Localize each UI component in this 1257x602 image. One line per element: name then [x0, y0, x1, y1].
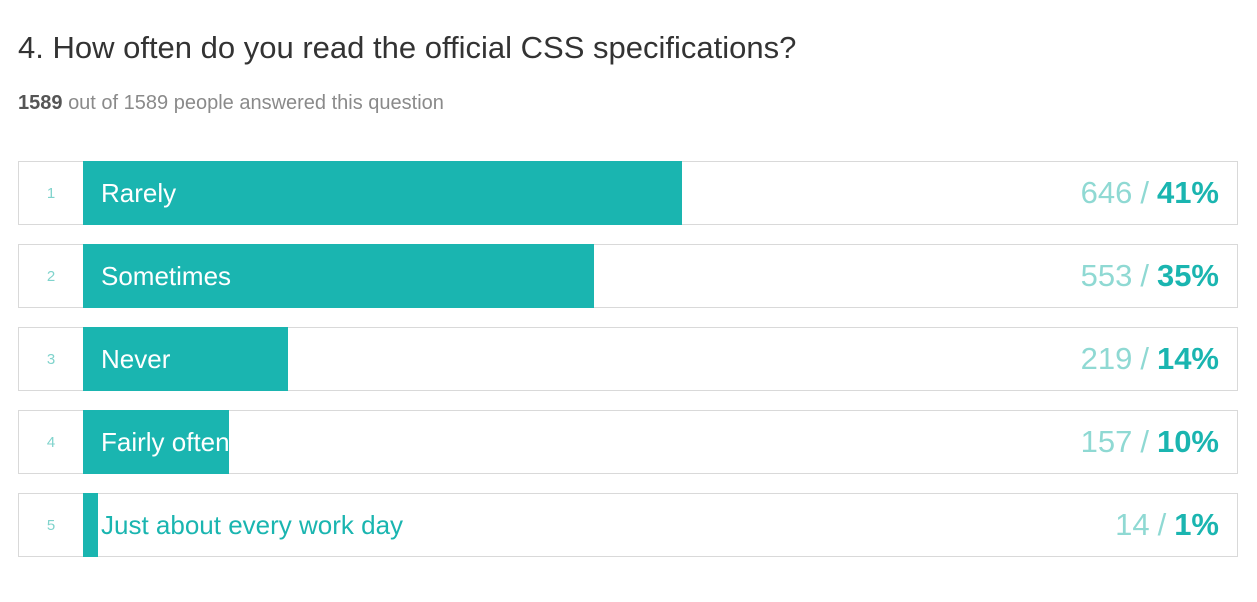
results-chart: 1 Rarely Rarely 646/41% 2 Sometimes Sometimes 5… — [18, 161, 1238, 576]
option-label-highlight: Rarely — [101, 162, 682, 224]
result-bar — [83, 493, 98, 557]
response-percent: 14% — [1156, 341, 1219, 376]
result-stats: 646/41% — [1081, 162, 1219, 224]
row-rank: 2 — [46, 267, 56, 285]
option-label-text-on-bar: Fairly often — [101, 426, 229, 457]
stats-separator: / — [1140, 258, 1149, 293]
stats-separator: / — [1157, 507, 1167, 542]
option-label-text-on-bar: Rarely — [101, 177, 177, 208]
response-percent: 35% — [1156, 258, 1219, 293]
result-stats: 14/1% — [1115, 494, 1219, 556]
bar-track: Fairly often Fairly often — [83, 411, 1237, 473]
option-label-text-on-bar: Sometimes — [101, 260, 232, 291]
bar-track: Sometimes Sometimes — [83, 245, 1237, 307]
result-bar — [83, 244, 594, 308]
result-bar — [83, 327, 288, 391]
option-label-highlight: Fairly often — [101, 411, 229, 473]
option-label-highlight: Sometimes — [101, 245, 594, 307]
answered-count: 1589 — [18, 92, 63, 114]
stats-separator: / — [1140, 424, 1149, 459]
option-label-highlight: Never — [101, 328, 288, 390]
response-count: 553 — [1080, 258, 1133, 293]
bar-track: Rarely Rarely — [83, 162, 1237, 224]
option-label-text: Sometimes — [101, 260, 232, 291]
response-count: 646 — [1080, 175, 1133, 210]
stats-separator: / — [1140, 341, 1149, 376]
result-row: 2 Sometimes Sometimes 553/35% — [18, 244, 1238, 308]
result-row: 4 Fairly often Fairly often 157/10% — [18, 410, 1238, 474]
row-rank: 4 — [46, 433, 56, 451]
row-rank: 3 — [46, 350, 56, 368]
result-stats: 219/14% — [1081, 328, 1219, 390]
option-label-text: Fairly often — [101, 426, 230, 457]
response-percent: 1% — [1174, 507, 1219, 542]
option-label-text: Never — [101, 343, 171, 374]
response-percent: 10% — [1156, 424, 1219, 459]
result-row: 5 Just about every work dayJust about eve… — [18, 493, 1238, 557]
result-stats: 553/35% — [1081, 245, 1219, 307]
answered-summary: 1589 out of 1589 people answered this qu… — [18, 92, 444, 115]
response-percent: 41% — [1156, 175, 1219, 210]
option-label-text: Just about every work day — [101, 509, 404, 540]
result-bar — [83, 410, 229, 474]
result-bar — [83, 161, 682, 225]
result-stats: 157/10% — [1081, 411, 1219, 473]
bar-track: Just about every work dayJust about ever… — [83, 494, 1237, 556]
question-title: 4. How often do you read the official CS… — [18, 30, 797, 65]
option-label-text-on-bar: Never — [101, 343, 171, 374]
response-count: 219 — [1080, 341, 1133, 376]
bar-track: Never Never — [83, 328, 1237, 390]
option-label-text: Rarely — [101, 177, 177, 208]
response-count: 14 — [1115, 507, 1150, 542]
result-row: 1 Rarely Rarely 646/41% — [18, 161, 1238, 225]
row-rank: 1 — [46, 184, 56, 202]
stats-separator: / — [1140, 175, 1149, 210]
answered-suffix: out of 1589 people answered this questio… — [68, 92, 444, 114]
result-row: 3 Never Never 219/14% — [18, 327, 1238, 391]
row-rank: 5 — [46, 516, 56, 534]
response-count: 157 — [1080, 424, 1133, 459]
